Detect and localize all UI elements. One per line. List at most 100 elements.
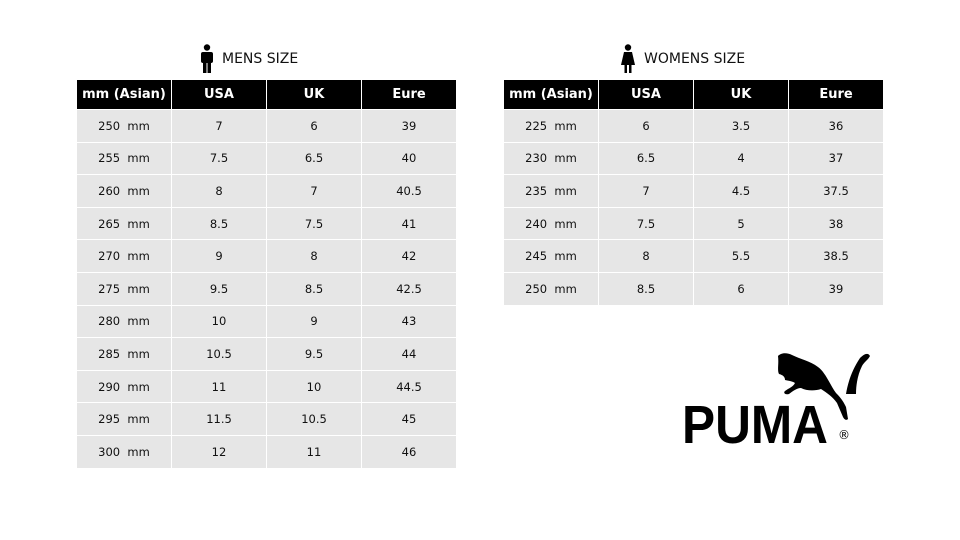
- table-cell: 40.5: [361, 174, 457, 208]
- table-cell: 6.5: [266, 141, 362, 176]
- table-row: 275 mm 9.5 8.5 42.5: [76, 271, 457, 306]
- table-cell: 12: [171, 434, 267, 469]
- table-cell: 46: [361, 434, 457, 469]
- table-cell: 43: [361, 304, 457, 339]
- table-cell: 42: [361, 239, 457, 273]
- table-cell: 8.5: [266, 271, 362, 306]
- column-header: Eure: [361, 80, 457, 110]
- womens-size-title-text: WOMENS SIZE: [644, 51, 746, 67]
- mens-size-title: MENS SIZE: [200, 44, 298, 74]
- table-cell: 7.5: [171, 141, 267, 176]
- table-cell: 5.5: [693, 239, 789, 273]
- table-cell: 250 mm: [76, 109, 172, 143]
- table-cell: 7.5: [598, 206, 694, 241]
- table-cell: 7: [266, 174, 362, 208]
- mens-size-table: mm (Asian) USA UK Eure 250 mm 7 6 39 255 mm 7.5 6.…: [76, 80, 457, 469]
- table-cell: 4: [693, 141, 789, 176]
- table-cell: 8: [266, 239, 362, 273]
- column-header: USA: [171, 80, 267, 110]
- table-cell: 295 mm: [76, 402, 172, 436]
- table-cell: 8.5: [171, 206, 267, 241]
- table-cell: 37.5: [788, 174, 884, 208]
- table-cell: 7: [171, 109, 267, 143]
- table-cell: 8: [171, 174, 267, 208]
- table-cell: 225 mm: [503, 109, 599, 143]
- table-cell: 9: [266, 304, 362, 339]
- table-row: 285 mm 10.5 9.5 44: [76, 337, 457, 371]
- table-cell: 8: [598, 239, 694, 273]
- table-cell: 10.5: [171, 337, 267, 371]
- registered-mark: ®: [838, 428, 850, 442]
- table-cell: 41: [361, 206, 457, 241]
- table-cell: 11: [171, 369, 267, 404]
- table-cell: 44.5: [361, 369, 457, 404]
- table-row: 245 mm 8 5.5 38.5: [503, 239, 884, 273]
- table-row: 280 mm 10 9 43: [76, 304, 457, 339]
- table-cell: 39: [361, 109, 457, 143]
- table-cell: 5: [693, 206, 789, 241]
- table-cell: 11: [266, 434, 362, 469]
- table-cell: 44: [361, 337, 457, 371]
- table-cell: 300 mm: [76, 434, 172, 469]
- table-row: 225 mm 6 3.5 36: [503, 109, 884, 143]
- table-row: 240 mm 7.5 5 38: [503, 206, 884, 241]
- table-cell: 270 mm: [76, 239, 172, 273]
- woman-icon: [621, 44, 635, 73]
- table-row: 270 mm 9 8 42: [76, 239, 457, 273]
- table-cell: 260 mm: [76, 174, 172, 208]
- table-cell: 6: [598, 109, 694, 143]
- table-cell: 255 mm: [76, 141, 172, 176]
- column-header: mm (Asian): [503, 80, 599, 110]
- column-header: UK: [266, 80, 362, 110]
- table-cell: 10.5: [266, 402, 362, 436]
- table-cell: 4.5: [693, 174, 789, 208]
- mens-size-title-text: MENS SIZE: [222, 51, 299, 67]
- table-cell: 6.5: [598, 141, 694, 176]
- table-row: 250 mm 7 6 39: [76, 109, 457, 143]
- table-row: 290 mm 11 10 44.5: [76, 369, 457, 404]
- womens-size-table: mm (Asian) USA UK Eure 225 mm 6 3.5 36 230 mm 6.5…: [503, 80, 884, 306]
- table-cell: 8.5: [598, 271, 694, 306]
- puma-cat-icon: PUMA: [682, 353, 870, 448]
- table-row: 295 mm 11.5 10.5 45: [76, 402, 457, 436]
- table-cell: 38.5: [788, 239, 884, 273]
- table-cell: 39: [788, 271, 884, 306]
- table-cell: 265 mm: [76, 206, 172, 241]
- logo-wordmark: PUMA: [682, 395, 828, 448]
- table-cell: 9.5: [266, 337, 362, 371]
- table-cell: 38: [788, 206, 884, 241]
- table-cell: 40: [361, 141, 457, 176]
- table-row: 265 mm 8.5 7.5 41: [76, 206, 457, 241]
- column-header: Eure: [788, 80, 884, 110]
- table-cell: 280 mm: [76, 304, 172, 339]
- table-cell: 10: [171, 304, 267, 339]
- table-cell: 9: [171, 239, 267, 273]
- table-row: 300 mm 12 11 46: [76, 434, 457, 469]
- column-header: USA: [598, 80, 694, 110]
- table-cell: 45: [361, 402, 457, 436]
- table-cell: 6: [266, 109, 362, 143]
- table-cell: 36: [788, 109, 884, 143]
- table-cell: 10: [266, 369, 362, 404]
- header-row: mm (Asian) USA UK Eure: [503, 80, 884, 110]
- table-cell: 7.5: [266, 206, 362, 241]
- column-header: mm (Asian): [76, 80, 172, 110]
- table-cell: 245 mm: [503, 239, 599, 273]
- table-row: 230 mm 6.5 4 37: [503, 141, 884, 176]
- table-cell: 9.5: [171, 271, 267, 306]
- table-cell: 275 mm: [76, 271, 172, 306]
- table-cell: 7: [598, 174, 694, 208]
- table-row: 235 mm 7 4.5 37.5: [503, 174, 884, 208]
- column-header: UK: [693, 80, 789, 110]
- table-cell: 285 mm: [76, 337, 172, 371]
- header-row: mm (Asian) USA UK Eure: [76, 80, 457, 110]
- table-cell: 240 mm: [503, 206, 599, 241]
- table-row: 255 mm 7.5 6.5 40: [76, 141, 457, 176]
- table-cell: 235 mm: [503, 174, 599, 208]
- womens-size-title: WOMENS SIZE: [620, 44, 745, 74]
- table-row: 260 mm 8 7 40.5: [76, 174, 457, 208]
- table-cell: 290 mm: [76, 369, 172, 404]
- table-cell: 3.5: [693, 109, 789, 143]
- table-cell: 42.5: [361, 271, 457, 306]
- man-icon: [201, 44, 213, 73]
